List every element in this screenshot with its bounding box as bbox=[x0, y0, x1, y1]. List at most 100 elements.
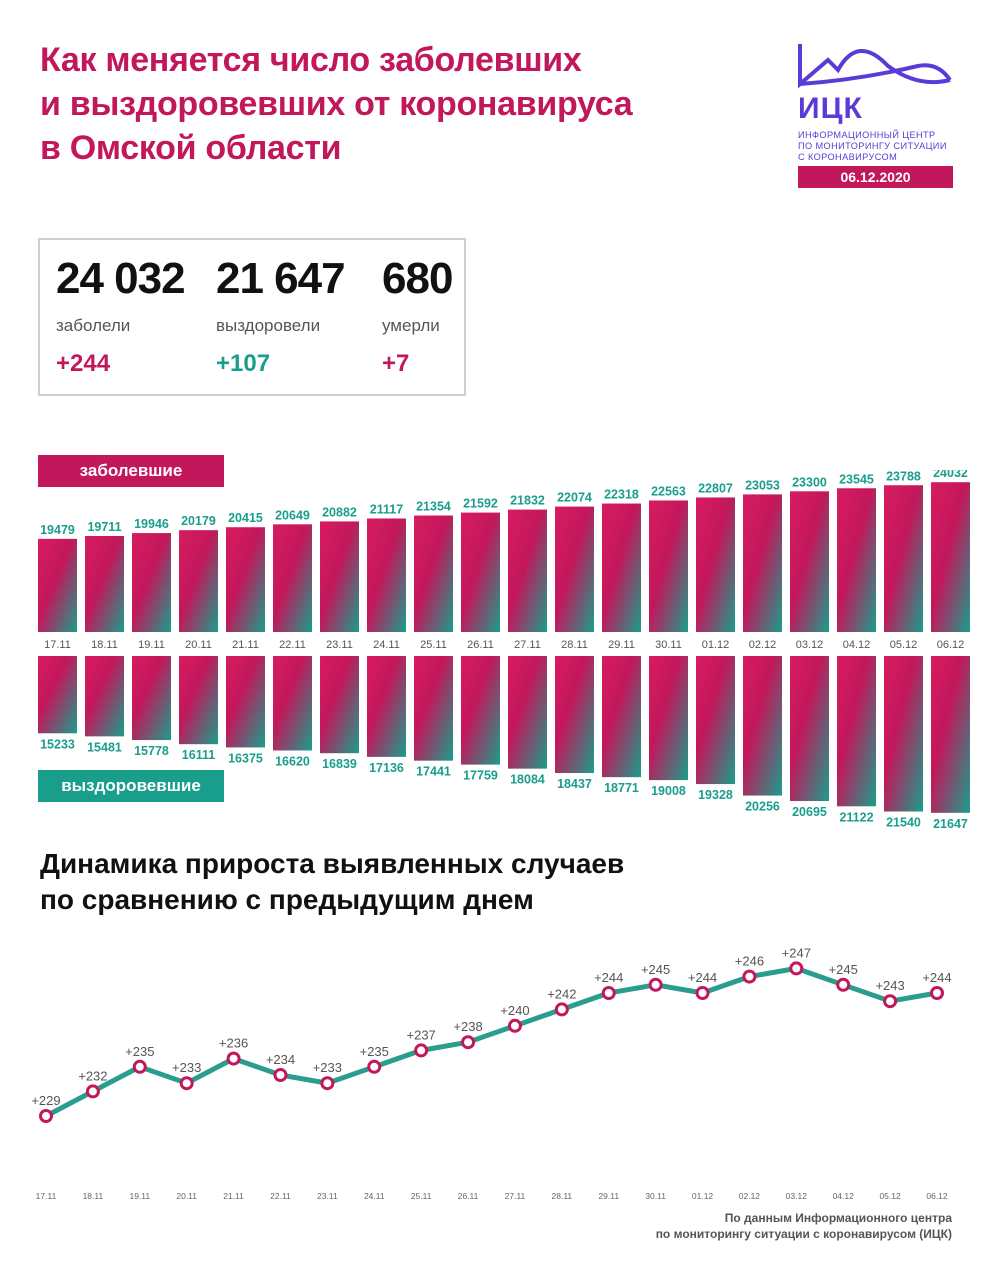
bar-recovered bbox=[743, 656, 782, 796]
growth-point bbox=[883, 994, 898, 1009]
bar-cases-value-label: 23788 bbox=[886, 470, 921, 483]
bar-cases bbox=[790, 491, 829, 632]
bar-cases-value-label: 19479 bbox=[40, 523, 75, 537]
bar-recovered-value-label: 15481 bbox=[87, 740, 122, 754]
bar-cases bbox=[602, 503, 641, 632]
growth-point bbox=[554, 1002, 569, 1017]
bar-date-label: 26.11 bbox=[467, 639, 494, 651]
summary-stats-box: 24 032 заболели +244 21 647 выздоровели … bbox=[38, 238, 466, 396]
bar-date-label: 19.11 bbox=[138, 639, 165, 651]
growth-value-label: +246 bbox=[735, 954, 764, 969]
bar-recovered-value-label: 20256 bbox=[745, 800, 780, 814]
growth-value-label: +245 bbox=[641, 962, 670, 977]
growth-point bbox=[226, 1051, 241, 1066]
bar-recovered-value-label: 21540 bbox=[886, 815, 921, 829]
page-title: Как меняется число заболевших и выздоров… bbox=[40, 38, 740, 170]
bar-recovered-value-label: 19328 bbox=[698, 788, 733, 802]
bar-cases-value-label: 21832 bbox=[510, 494, 545, 508]
source-note: По данным Информационного центра по мони… bbox=[656, 1210, 952, 1242]
title-line-3: в Омской области bbox=[40, 129, 342, 167]
growth-point bbox=[742, 969, 757, 984]
bar-cases bbox=[931, 482, 970, 632]
bar-recovered-value-label: 17136 bbox=[369, 761, 404, 775]
bar-recovered-value-label: 21647 bbox=[933, 817, 968, 831]
bar-date-label: 29.11 bbox=[608, 639, 635, 651]
bar-recovered bbox=[555, 656, 594, 774]
growth-point bbox=[507, 1018, 522, 1033]
growth-date-label: 21.11 bbox=[223, 1191, 244, 1201]
growth-date-label: 02.12 bbox=[739, 1191, 761, 1201]
bar-cases bbox=[414, 515, 453, 632]
source-line-1: По данным Информационного центра bbox=[724, 1211, 952, 1225]
legend-cases-pill: заболевшие bbox=[38, 455, 224, 487]
growth-date-label: 05.12 bbox=[879, 1191, 901, 1201]
bar-cases-value-label: 20415 bbox=[228, 511, 263, 525]
bar-chart: 19479 17.11 15233 19711 18.11 15481 19946 19.11… bbox=[38, 470, 970, 831]
growth-point bbox=[414, 1043, 429, 1058]
growth-point bbox=[648, 977, 663, 992]
growth-value-label: +244 bbox=[922, 970, 951, 985]
growth-value-label: +233 bbox=[172, 1060, 201, 1075]
bar-recovered bbox=[38, 656, 77, 734]
stat-recovered-delta: +107 bbox=[216, 350, 271, 377]
logo-subtitle: Информационный центр по мониторингу ситу… bbox=[798, 130, 947, 163]
growth-date-label: 26.11 bbox=[458, 1191, 479, 1201]
growth-date-label: 01.12 bbox=[692, 1191, 714, 1201]
title-line-1: Как меняется число заболевших bbox=[40, 41, 582, 79]
growth-point bbox=[461, 1035, 476, 1050]
bar-date-label: 01.12 bbox=[702, 639, 730, 651]
growth-value-label: +244 bbox=[688, 970, 717, 985]
stat-deaths-value: 680 bbox=[382, 254, 453, 303]
growth-date-label: 18.11 bbox=[83, 1191, 104, 1201]
growth-date-label: 24.11 bbox=[364, 1191, 385, 1201]
bar-recovered-value-label: 16839 bbox=[322, 757, 357, 771]
bar-cases-value-label: 19711 bbox=[87, 520, 121, 534]
bar-recovered bbox=[461, 656, 500, 765]
bar-recovered-value-label: 18437 bbox=[557, 777, 592, 791]
bar-recovered-value-label: 21122 bbox=[839, 810, 873, 824]
bar-recovered-value-label: 16111 bbox=[182, 748, 215, 762]
growth-date-label: 22.11 bbox=[270, 1191, 291, 1201]
bar-date-label: 18.11 bbox=[91, 639, 118, 651]
logo-abbr: ИЦК bbox=[798, 92, 863, 125]
growth-point bbox=[179, 1076, 194, 1091]
growth-date-label: 27.11 bbox=[505, 1191, 526, 1201]
growth-value-label: +238 bbox=[453, 1019, 482, 1034]
growth-date-label: 19.11 bbox=[129, 1191, 150, 1201]
growth-value-label: +233 bbox=[313, 1060, 342, 1075]
bar-date-label: 06.12 bbox=[937, 639, 965, 651]
stat-deaths-label: умерли bbox=[382, 316, 440, 335]
bar-cases-value-label: 23545 bbox=[839, 472, 874, 486]
bar-recovered bbox=[132, 656, 171, 741]
bar-cases-value-label: 20882 bbox=[322, 505, 357, 519]
bar-date-label: 22.11 bbox=[279, 639, 306, 651]
bar-cases bbox=[743, 494, 782, 632]
bar-recovered-value-label: 20695 bbox=[792, 805, 827, 819]
bar-cases bbox=[273, 524, 312, 632]
bar-date-label: 02.12 bbox=[749, 639, 777, 651]
bar-date-label: 20.11 bbox=[185, 639, 212, 651]
bar-cases-value-label: 22074 bbox=[557, 491, 592, 505]
source-line-2: по мониторингу ситуации с коронавирусом … bbox=[655, 1227, 952, 1241]
bar-cases-value-label: 21117 bbox=[370, 502, 403, 516]
growth-value-label: +235 bbox=[125, 1044, 154, 1059]
growth-date-label: 30.11 bbox=[645, 1191, 666, 1201]
bar-cases-value-label: 23300 bbox=[792, 475, 827, 489]
bar-cases bbox=[649, 500, 688, 632]
growth-point bbox=[132, 1059, 147, 1074]
bar-date-label: 25.11 bbox=[420, 639, 447, 651]
growth-value-label: +245 bbox=[829, 962, 858, 977]
growth-point bbox=[273, 1068, 288, 1082]
bar-date-label: 24.11 bbox=[373, 639, 400, 651]
bar-recovered-value-label: 18084 bbox=[510, 773, 545, 787]
bar-cases bbox=[38, 538, 77, 632]
logo-subtitle-line: по мониторингу ситуации bbox=[798, 141, 947, 151]
growth-value-label: +235 bbox=[360, 1044, 389, 1059]
bar-cases-value-label: 22318 bbox=[604, 488, 639, 502]
growth-point bbox=[789, 961, 804, 976]
growth-title-line-1: Динамика прироста выявленных случаев bbox=[40, 848, 625, 879]
report-date: 06.12.2020 bbox=[798, 166, 953, 188]
growth-line bbox=[44, 965, 938, 1119]
growth-title-line-2: по сравнению с предыдущим днем bbox=[40, 884, 534, 915]
bar-recovered bbox=[649, 656, 688, 781]
